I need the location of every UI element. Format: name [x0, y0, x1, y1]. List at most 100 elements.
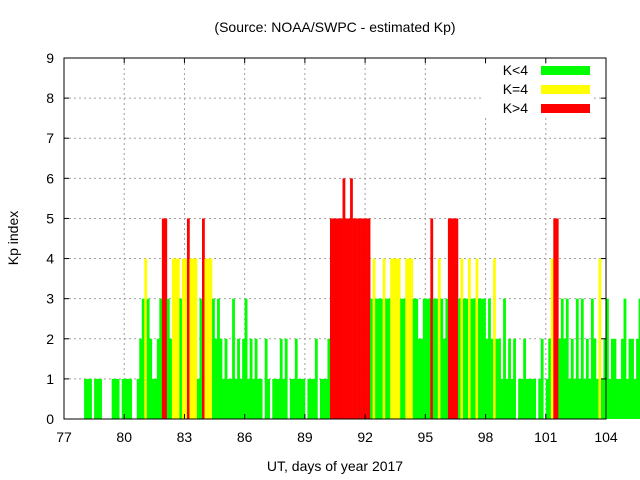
kp-bar: [124, 378, 128, 419]
kp-bar: [493, 258, 496, 419]
kp-bar: [467, 258, 471, 419]
kp-bar: [495, 338, 499, 419]
kp-bar: [560, 298, 564, 419]
y-tick-label: 0: [46, 411, 54, 427]
kp-bar: [367, 218, 371, 419]
y-tick-label: 9: [46, 50, 54, 66]
kp-bar: [385, 298, 388, 419]
kp-bar: [606, 298, 609, 419]
kp-bar: [548, 338, 552, 419]
x-axis-label: UT, days of year 2017: [267, 458, 403, 474]
kp-bar: [171, 258, 175, 419]
x-tick-label: 92: [357, 429, 373, 445]
kp-bar: [84, 378, 87, 419]
kp-bar: [613, 338, 617, 419]
legend-swatch-k-lt-4: [541, 66, 590, 75]
y-tick-label: 8: [46, 90, 54, 106]
kp-bar: [161, 218, 165, 419]
kp-bar: [312, 378, 316, 419]
kp-bar: [598, 258, 602, 419]
kp-bar: [181, 258, 185, 419]
legend-swatch-k-eq-4: [541, 85, 590, 94]
kp-bar: [244, 298, 248, 419]
kp-bar: [432, 298, 436, 419]
kp-bar: [234, 378, 238, 419]
kp-bar: [457, 298, 461, 419]
kp-bar: [247, 378, 250, 419]
y-tick-label: 2: [46, 331, 54, 347]
x-tick-labels: 77 80 83 86 89 92 95 98 101 104: [56, 429, 618, 445]
kp-bar: [232, 298, 235, 419]
kp-bar: [608, 378, 612, 419]
kp-bar: [294, 338, 298, 419]
kp-bar: [638, 298, 640, 419]
kp-bar: [372, 258, 376, 419]
kp-bar: [490, 338, 494, 419]
kp-bar: [498, 338, 501, 419]
kp-bar: [442, 338, 446, 419]
kp-bar: [254, 338, 258, 419]
kp-bar: [550, 258, 554, 419]
kp-bar: [590, 298, 594, 419]
kp-bar: [212, 298, 215, 419]
kp-bar: [337, 218, 341, 419]
kp-bar: [470, 298, 474, 419]
kp-bar: [224, 338, 228, 419]
kp-bar: [425, 298, 429, 419]
kp-bar: [575, 298, 579, 419]
axis-ticks: [63, 57, 607, 420]
kp-bar: [332, 218, 336, 419]
kp-bar: [139, 338, 143, 419]
kp-bar: [264, 338, 268, 419]
x-tick-label: 95: [418, 429, 434, 445]
kp-bar: [204, 258, 208, 419]
kp-bar: [116, 378, 120, 419]
y-tick-label: 3: [46, 291, 54, 307]
kp-bar: [508, 338, 511, 419]
kp-bar: [222, 378, 225, 419]
kp-bar: [86, 378, 90, 419]
kp-bar: [279, 338, 283, 419]
kp-bar: [207, 258, 210, 419]
kp-bar: [111, 378, 115, 419]
x-tick-label: 98: [478, 429, 494, 445]
kp-bar: [485, 338, 489, 419]
kp-bar: [478, 298, 481, 419]
x-tick-label: 89: [297, 429, 313, 445]
kp-bar: [114, 378, 117, 419]
kp-bar: [583, 378, 587, 419]
legend-swatch-k-gt-4: [541, 104, 590, 113]
kp-bar: [462, 298, 466, 419]
kp-bar: [274, 378, 278, 419]
kp-bar: [272, 378, 276, 419]
kp-bar: [505, 378, 509, 419]
kp-bar: [580, 298, 584, 419]
kp-bar: [500, 378, 504, 419]
kp-bar: [252, 378, 256, 419]
kp-bar: [239, 378, 243, 419]
kp-bar: [329, 218, 333, 419]
y-tick-label: 1: [46, 371, 54, 387]
x-tick-label: 104: [594, 429, 618, 445]
x-tick-label: 80: [116, 429, 132, 445]
kp-bar: [164, 218, 168, 419]
kp-bar: [209, 258, 213, 419]
kp-bar: [184, 258, 188, 419]
y-tick-label: 7: [46, 130, 54, 146]
kp-bar: [360, 218, 363, 419]
kp-bar: [465, 298, 469, 419]
kp-bar: [427, 298, 431, 419]
kp-bar: [141, 298, 145, 419]
kp-bar: [460, 258, 464, 419]
kp-bar: [407, 258, 411, 419]
kp-bar: [422, 298, 426, 419]
kp-bar: [249, 338, 253, 419]
kp-bar: [545, 378, 549, 419]
kp-bar: [191, 258, 195, 419]
kp-bar: [199, 298, 203, 419]
kp-bar: [518, 378, 521, 419]
kp-bar: [523, 338, 527, 419]
x-tick-label: 101: [534, 429, 558, 445]
kp-bar: [284, 338, 288, 419]
kp-bar: [186, 218, 190, 419]
